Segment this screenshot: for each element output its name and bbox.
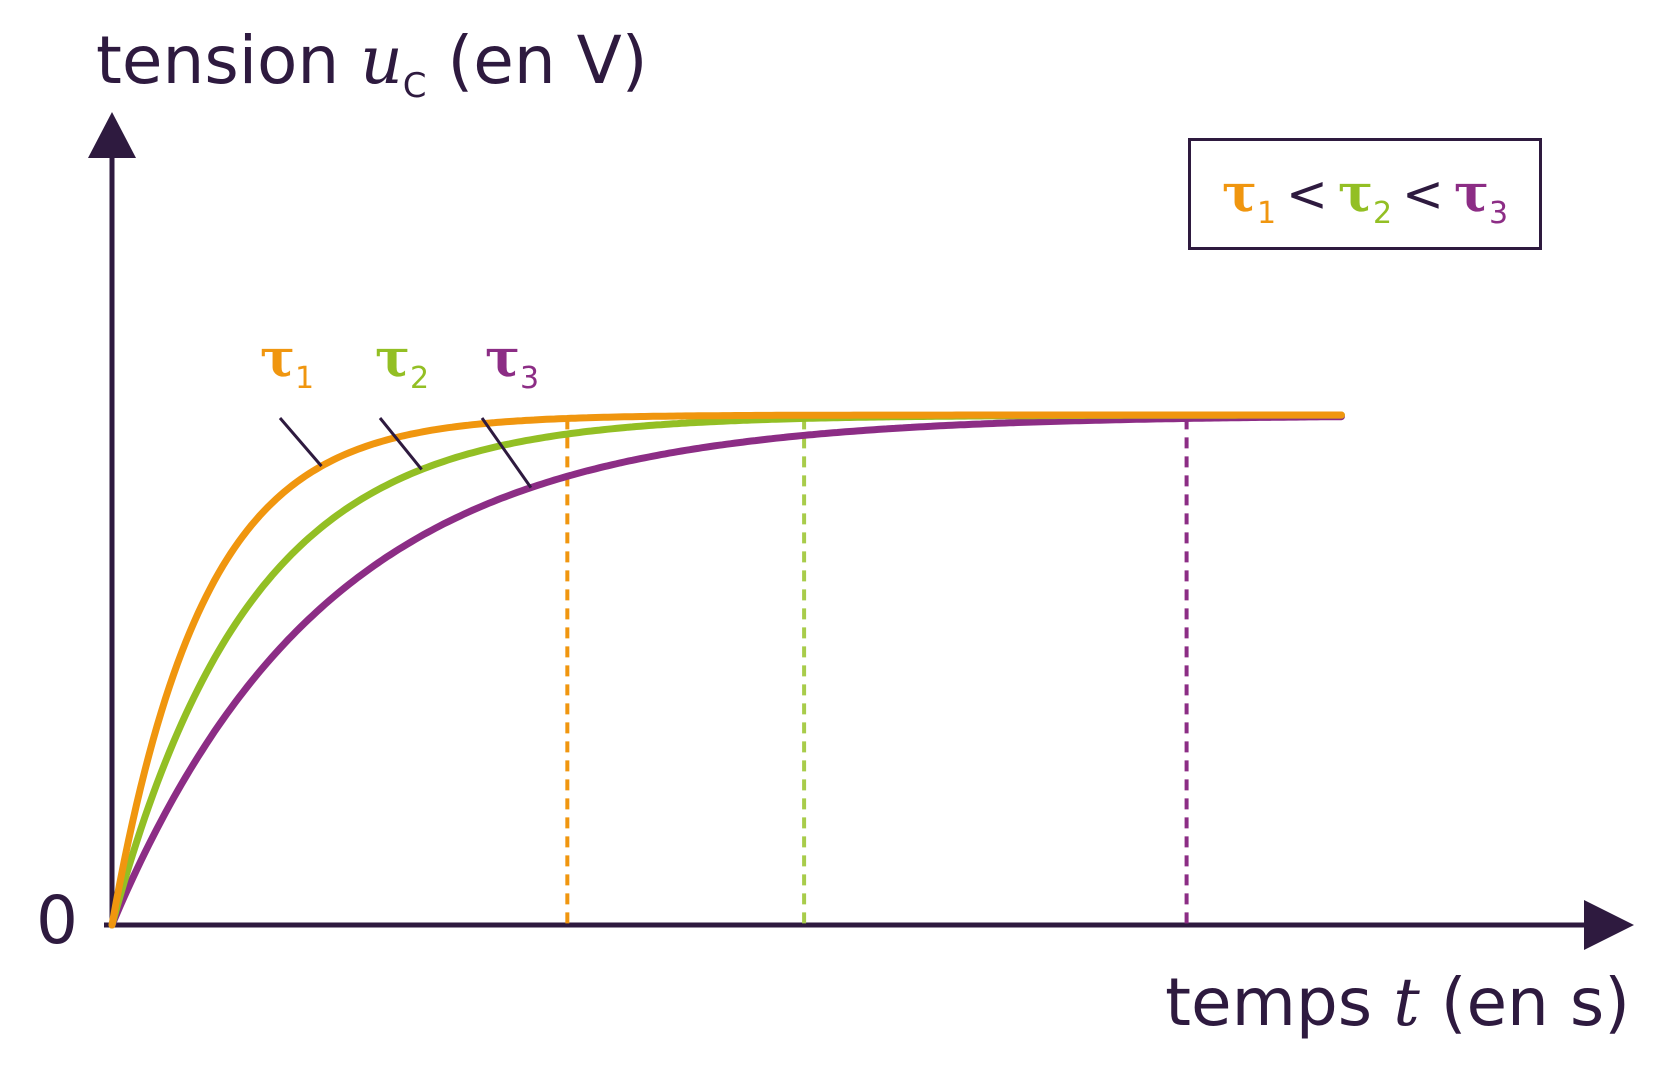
x-axis-title: temps t (en s) — [1165, 970, 1630, 1036]
curve-label-tau-3-index: 3 — [520, 361, 540, 396]
legend-tau-2-symbol: τ — [1337, 163, 1373, 224]
axes — [88, 112, 1634, 950]
legend-tau-2-index: 2 — [1372, 196, 1393, 231]
curve-label-tau-1-symbol: τ — [260, 328, 295, 389]
curve-label-tau-2-symbol: τ — [375, 328, 410, 389]
y-axis-title-unit: (en V) — [426, 22, 648, 99]
x-axis-title-unit: (en s) — [1419, 964, 1630, 1041]
legend-less-than-2: < — [1402, 165, 1444, 223]
legend-tau-3-index: 3 — [1488, 196, 1509, 231]
curve-label-tau-2: τ2 — [375, 333, 429, 394]
curve-label-tau-3-symbol: τ — [485, 328, 520, 389]
y-axis-title-variable: u — [360, 22, 403, 99]
label-pointer-tau-2 — [378, 417, 423, 471]
y-axis-arrow — [88, 112, 136, 158]
y-axis-title-subscript: C — [402, 66, 427, 106]
label-pointers — [278, 417, 533, 489]
curve-label-tau-1: τ1 — [260, 333, 314, 394]
x-axis-title-prefix: temps — [1165, 964, 1394, 1041]
x-axis-title-variable: t — [1393, 964, 1420, 1041]
curve-label-tau-1-index: 1 — [295, 361, 315, 396]
y-axis-title-prefix: tension — [96, 22, 361, 99]
legend-tau-1: τ1 — [1222, 168, 1276, 229]
legend-less-than-1: < — [1286, 165, 1328, 223]
legend-box: τ1 < τ2 < τ3 — [1188, 138, 1542, 250]
x-axis-arrow — [1584, 900, 1634, 950]
y-axis-title: tension uC (en V) — [96, 28, 648, 104]
curve-tau-1 — [108, 411, 1345, 929]
legend-tau-2: τ2 — [1338, 168, 1392, 229]
label-pointer-tau-1 — [278, 417, 323, 468]
origin-label: 0 — [36, 882, 78, 959]
legend-tau-3: τ3 — [1454, 168, 1508, 229]
curves — [108, 411, 1345, 929]
marker-lines — [565, 418, 1189, 925]
legend-tau-1-index: 1 — [1256, 196, 1277, 231]
curve-label-tau-3: τ3 — [485, 333, 539, 394]
curve-tau-3 — [108, 413, 1345, 929]
legend-tau-3-symbol: τ — [1453, 163, 1489, 224]
curve-label-tau-2-index: 2 — [410, 361, 430, 396]
legend-tau-1-symbol: τ — [1221, 163, 1257, 224]
curve-tau-2 — [108, 411, 1345, 929]
label-pointer-tau-3 — [480, 417, 533, 489]
